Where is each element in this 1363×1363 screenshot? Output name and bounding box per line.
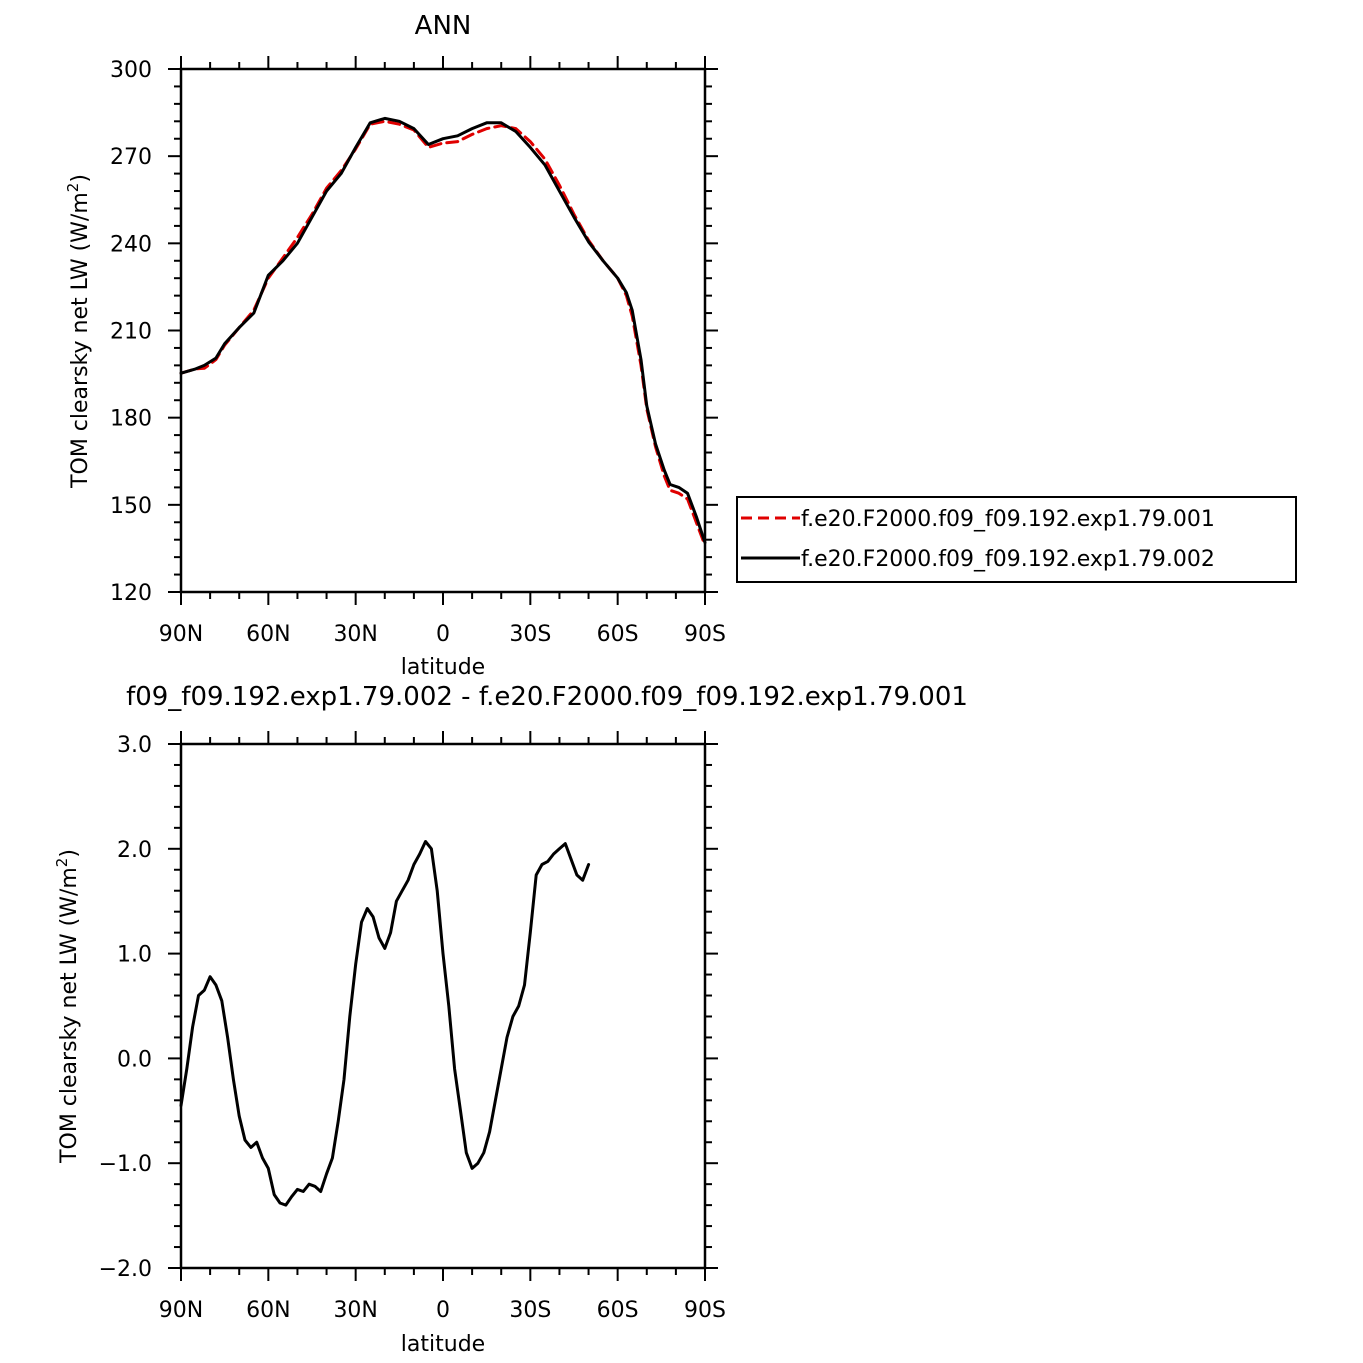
bottom-x-tick-label: 30S [509, 1298, 551, 1323]
top-x-tick-label: 60N [246, 622, 290, 647]
top-x-tick-label: 0 [436, 622, 450, 647]
bottom-y-tick-label: 0.0 [117, 1047, 152, 1072]
top-chart-title: ANN [415, 11, 472, 41]
top-series-group [179, 116, 707, 547]
top-x-tick-label: 60S [597, 622, 639, 647]
top-series-line-1 [179, 119, 707, 547]
top-y-tick-label: 270 [110, 145, 152, 170]
top-x-tick-label: 30S [509, 622, 551, 647]
bottom-y-axis-label-end: ) [57, 849, 82, 858]
legend: f.e20.F2000.f09_f09.192.exp1.79.001 f.e2… [736, 496, 1297, 583]
top-y-axis-label-main: TOM clearsky net LW (W/m [68, 192, 93, 489]
bottom-panel: f09_f09.192.exp1.79.002 - f.e20.F2000.f0… [53, 682, 968, 1357]
top-y-tick-label: 150 [110, 494, 152, 519]
bottom-y-axis-label-sup: 2 [53, 858, 71, 868]
top-x-tick-label: 90S [684, 622, 726, 647]
top-y-tick-labels: 120 150 180 210 240 270 300 [110, 58, 152, 606]
bottom-x-tick-label: 90N [159, 1298, 203, 1323]
top-x-axis-label: latitude [401, 655, 485, 680]
bottom-x-tick-label: 30N [333, 1298, 377, 1323]
legend-label-series-001: f.e20.F2000.f09_f09.192.exp1.79.001 [801, 507, 1215, 532]
top-y-axis-label: TOM clearsky net LW (W/m2) [64, 174, 93, 489]
bottom-y-tick-label: 3.0 [117, 733, 152, 758]
top-y-axis-label-sup: 2 [64, 183, 82, 193]
top-y-tick-label: 210 [110, 320, 152, 345]
legend-label-series-002: f.e20.F2000.f09_f09.192.exp1.79.002 [801, 547, 1215, 572]
bottom-series-line-1 [179, 840, 591, 1207]
bottom-ticks [168, 731, 718, 1281]
top-x-tick-labels: 90N 60N 30N 0 30S 60S 90S [159, 622, 726, 647]
legend-box [736, 496, 1297, 583]
top-panel: ANN 120 150 180 210 240 270 300 90N 60N 30N 0 30S 6… [64, 11, 1297, 680]
bottom-series-group [179, 840, 591, 1207]
bottom-x-tick-labels: 90N 60N 30N 0 30S 60S 90S [159, 1298, 726, 1323]
bottom-chart-title: f09_f09.192.exp1.79.002 - f.e20.F2000.f0… [126, 682, 968, 712]
top-ticks [168, 56, 718, 605]
top-y-axis-label-end: ) [68, 174, 93, 183]
top-y-tick-label: 300 [110, 58, 152, 83]
top-y-tick-label: 240 [110, 232, 152, 257]
bottom-x-tick-label: 90S [684, 1298, 726, 1323]
top-y-tick-label: 120 [110, 581, 152, 606]
top-plot-frame [179, 67, 707, 594]
top-x-tick-label: 30N [333, 622, 377, 647]
bottom-y-tick-label: −1.0 [99, 1152, 152, 1177]
bottom-y-tick-labels: −2.0 −1.0 0.0 1.0 2.0 3.0 [99, 733, 152, 1282]
bottom-y-tick-label: 2.0 [117, 838, 152, 863]
bottom-y-tick-label: 1.0 [117, 943, 152, 968]
bottom-x-tick-label: 60N [246, 1298, 290, 1323]
bottom-x-axis-label: latitude [401, 1332, 485, 1357]
bottom-x-tick-label: 60S [597, 1298, 639, 1323]
bottom-y-axis-label-main: TOM clearsky net LW (W/m [57, 867, 82, 1164]
bottom-y-axis-label: TOM clearsky net LW (W/m2) [53, 849, 82, 1164]
bottom-x-tick-label: 0 [436, 1298, 450, 1323]
top-series-line-2 [179, 116, 707, 545]
bottom-y-tick-label: −2.0 [99, 1257, 152, 1282]
top-y-tick-label: 180 [110, 407, 152, 432]
top-x-tick-label: 90N [159, 622, 203, 647]
bottom-plot-frame [179, 742, 707, 1270]
